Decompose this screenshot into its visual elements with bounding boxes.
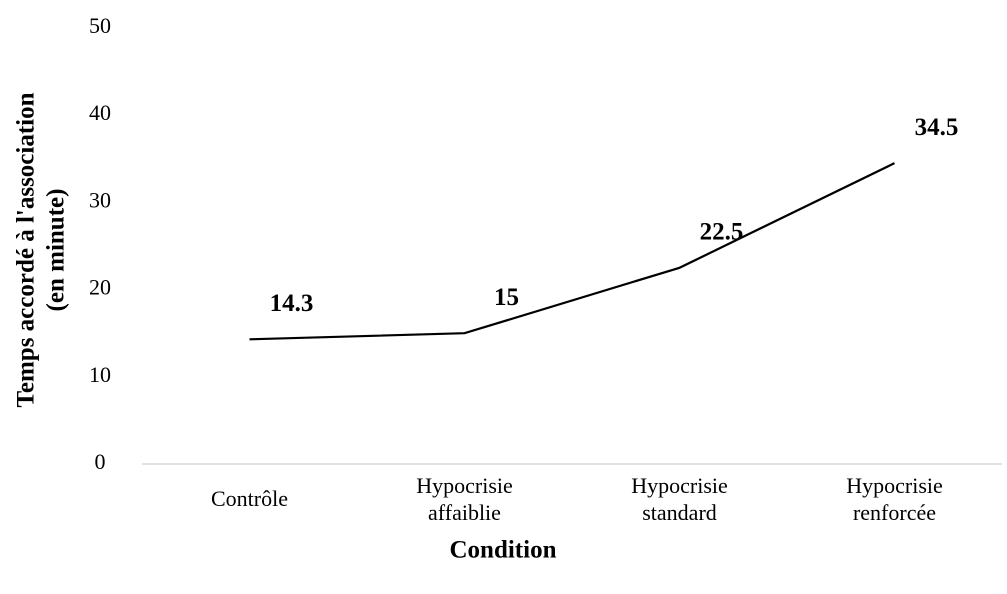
data-label: 22.5 <box>700 219 744 246</box>
x-axis-title: Condition <box>450 537 557 564</box>
y-tick-label: 30 <box>89 187 111 212</box>
y-axis-title: Temps accordé à l'association (en minute… <box>13 92 70 407</box>
y-tick-label: 50 <box>89 13 111 38</box>
y-tick-label: 10 <box>89 362 111 387</box>
y-tick-label: 40 <box>89 100 111 125</box>
x-tick-label: Hypocrisie renforcée <box>846 473 943 525</box>
x-tick-label: Contrôle <box>211 486 288 511</box>
y-tick-label: 0 <box>95 449 106 474</box>
data-label: 14.3 <box>270 290 314 317</box>
x-tick-label: Hypocrisie affaiblie <box>416 473 513 525</box>
y-axis-title-line: (en minute) <box>43 189 70 312</box>
data-label: 15 <box>494 284 519 311</box>
y-axis-title-line: Temps accordé à l'association <box>13 92 40 407</box>
x-tick-label: Hypocrisie standard <box>631 473 728 525</box>
y-tick-label: 20 <box>89 275 111 300</box>
line <box>249 162 895 341</box>
data-label: 34.5 <box>915 114 959 141</box>
